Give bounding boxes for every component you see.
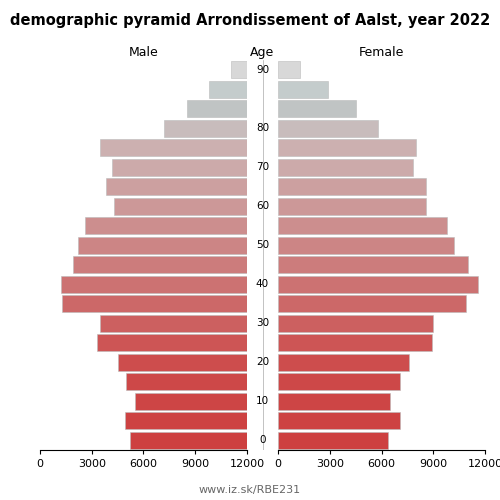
Bar xyxy=(62,296,247,312)
Text: 10: 10 xyxy=(256,396,269,406)
Title: Male: Male xyxy=(128,46,158,59)
Bar xyxy=(97,334,247,351)
Bar xyxy=(278,62,300,78)
Bar xyxy=(278,198,426,214)
Text: 80: 80 xyxy=(256,123,269,133)
Bar xyxy=(232,62,247,78)
Bar xyxy=(278,140,416,156)
Bar xyxy=(278,412,400,429)
Text: 40: 40 xyxy=(256,279,269,289)
Text: 0: 0 xyxy=(259,435,266,446)
Bar xyxy=(278,276,478,292)
Bar xyxy=(278,334,432,351)
Text: 50: 50 xyxy=(256,240,269,250)
Text: 30: 30 xyxy=(256,318,269,328)
Bar xyxy=(118,354,247,370)
Bar xyxy=(278,354,409,370)
Bar xyxy=(209,81,247,98)
Bar xyxy=(278,256,468,273)
Bar xyxy=(135,393,247,409)
Bar xyxy=(164,120,247,136)
Text: 60: 60 xyxy=(256,201,269,211)
Text: 90: 90 xyxy=(256,64,269,74)
Bar xyxy=(278,81,328,98)
Bar xyxy=(114,198,247,214)
Title: Age: Age xyxy=(250,46,274,59)
Bar xyxy=(278,393,390,409)
Bar xyxy=(186,100,247,117)
Bar xyxy=(278,432,388,448)
Bar xyxy=(126,374,247,390)
Text: www.iz.sk/RBE231: www.iz.sk/RBE231 xyxy=(199,485,301,495)
Text: 70: 70 xyxy=(256,162,269,172)
Bar xyxy=(278,296,466,312)
Bar xyxy=(85,218,247,234)
Bar xyxy=(278,100,355,117)
Bar xyxy=(278,159,412,176)
Bar xyxy=(106,178,247,195)
Text: demographic pyramid Arrondissement of Aalst, year 2022: demographic pyramid Arrondissement of Aa… xyxy=(10,12,490,28)
Bar xyxy=(278,374,400,390)
Bar xyxy=(100,140,247,156)
Bar xyxy=(78,237,247,254)
Bar xyxy=(278,120,378,136)
Bar xyxy=(130,432,247,448)
Bar xyxy=(100,315,247,332)
Bar xyxy=(124,412,247,429)
Title: Female: Female xyxy=(359,46,404,59)
Bar xyxy=(112,159,247,176)
Text: 20: 20 xyxy=(256,357,269,367)
Bar xyxy=(278,315,434,332)
Bar xyxy=(278,218,447,234)
Bar xyxy=(73,256,247,273)
Bar xyxy=(60,276,247,292)
Bar xyxy=(278,237,454,254)
Bar xyxy=(278,178,426,195)
